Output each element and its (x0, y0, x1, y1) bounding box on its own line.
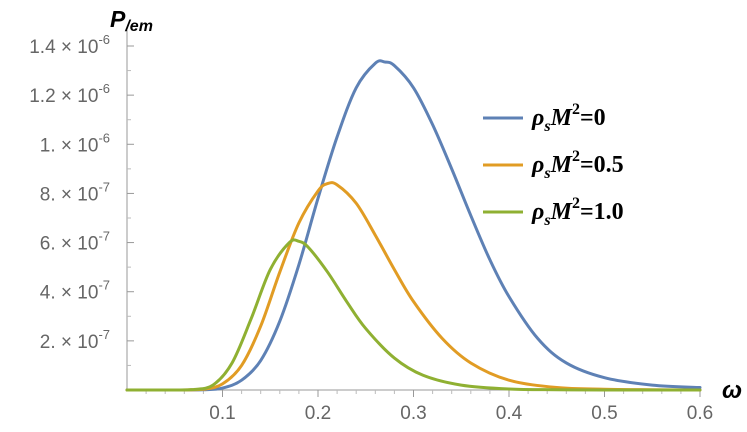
legend-label: ρsM2=0 (531, 101, 606, 135)
x-tick-label: 0.4 (496, 403, 523, 424)
x-tick-label: 0.1 (209, 403, 235, 424)
x-tick-label: 0.6 (687, 403, 713, 424)
x-tick-label: 0.5 (591, 403, 617, 424)
legend-label: ρsM2=1.0 (531, 195, 624, 229)
y-tick-label: 2. × 10-7 (40, 327, 110, 353)
axis-ticks: 0.1 0.2 0.3 0.4 0.5 0.6 2. × 10-7 4. × 10-7 6. ×… (29, 32, 713, 424)
y-tick-label: 1.2 × 10-6 (29, 81, 110, 107)
y-tick-label: 6. × 10-7 (40, 229, 110, 255)
y-tick-label: 1. × 10-6 (40, 130, 110, 156)
legend: ρsM2=0 ρsM2=0.5 ρsM2=1.0 (483, 101, 624, 229)
x-tick-label: 0.3 (400, 403, 426, 424)
series-line-2 (125, 238, 702, 392)
y-tick-label: 1.4 × 10-6 (29, 32, 110, 58)
legend-label: ρsM2=0.5 (531, 148, 624, 182)
y-axis-title: P/em (110, 6, 153, 35)
series-curves (125, 59, 702, 392)
y-tick-label: 4. × 10-7 (40, 278, 110, 304)
series-line-0 (125, 59, 702, 392)
x-axis-title: ω (722, 377, 742, 404)
y-axis-title-main: P (110, 6, 126, 32)
y-axis-title-subscript: /em (124, 18, 153, 35)
y-tick-label: 8. × 10-7 (40, 179, 110, 205)
series-line-1 (125, 181, 702, 392)
x-tick-label: 0.2 (305, 403, 331, 424)
